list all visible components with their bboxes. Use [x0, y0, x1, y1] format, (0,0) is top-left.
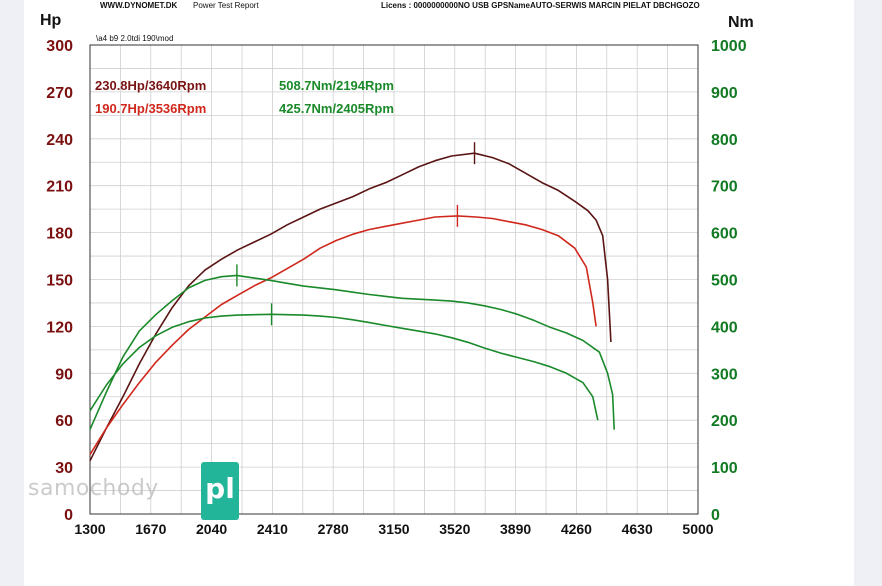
peak-annotation: 425.7Nm/2405Rpm [279, 101, 394, 116]
y-right-tick-label: 800 [711, 132, 738, 149]
x-tick-label: 3150 [378, 521, 409, 537]
watermark-badge-text: pl [205, 471, 235, 505]
y-right-tick-label: 300 [711, 366, 738, 383]
watermark: samochody [28, 476, 159, 502]
y-right-tick-label: 0 [711, 507, 720, 524]
x-tick-label: 1670 [135, 521, 166, 537]
y-left-tick-label: 30 [55, 460, 73, 477]
x-tick-label: 5000 [682, 521, 713, 537]
y-right-tick-label: 700 [711, 179, 738, 196]
power-curve-modified [89, 152, 612, 462]
y-left-tick-label: 240 [46, 132, 73, 149]
y-left-tick-label: 150 [46, 273, 73, 290]
peak-annotation: 230.8Hp/3640Rpm [95, 78, 206, 93]
watermark-text: samochody [28, 476, 159, 501]
watermark-badge: pl [201, 462, 239, 520]
x-tick-label: 4260 [561, 521, 592, 537]
y-left-tick-label: 60 [55, 413, 73, 430]
x-axis-ticks: 1300 1670 2040 2410 2780 3150 3520 3890 4260 4630… [74, 521, 713, 537]
y-left-axis-ticks: 0 30 60 90 120 150 180 210 240 270 300 [46, 38, 73, 524]
y-right-tick-label: 400 [711, 319, 738, 336]
x-tick-label: 3520 [439, 521, 470, 537]
y-left-axis-title: Hp [40, 12, 62, 29]
y-right-tick-label: 1000 [711, 38, 747, 55]
y-right-tick-label: 600 [711, 226, 738, 243]
y-left-tick-label: 300 [46, 38, 73, 55]
power-curve-stock [89, 215, 597, 456]
torque-curve-modified [89, 274, 615, 430]
plot-frame [89, 44, 699, 515]
x-tick-label: 2040 [196, 521, 227, 537]
report-site: WWW.DYNOMET.DK [100, 1, 178, 10]
chart-series [89, 142, 615, 462]
report-title: Power Test Report [193, 1, 259, 10]
x-tick-label: 1300 [74, 521, 105, 537]
report-license: Licens : 0000000000NO USB GPSNameAUTO-SE… [381, 1, 700, 10]
y-left-tick-label: 210 [46, 179, 73, 196]
chart-annotations: 230.8Hp/3640Rpm 190.7Hp/3536Rpm 508.7Nm/21… [95, 78, 394, 116]
y-left-tick-label: 90 [55, 366, 73, 383]
y-right-axis-ticks: 0 100 200 300 400 500 600 700 800 900 1000 [711, 38, 747, 524]
x-tick-label: 4630 [622, 521, 653, 537]
peak-annotation: 190.7Hp/3536Rpm [95, 101, 206, 116]
chart-grid [90, 45, 698, 514]
y-left-tick-label: 180 [46, 226, 73, 243]
y-right-tick-label: 100 [711, 460, 738, 477]
y-right-tick-label: 900 [711, 85, 738, 102]
y-left-tick-label: 270 [46, 85, 73, 102]
y-left-tick-label: 0 [64, 507, 73, 524]
test-file-label: \a4 b9 2.0tdi 190\mod [96, 34, 173, 43]
y-right-tick-label: 200 [711, 413, 738, 430]
report-sheet [24, 0, 854, 586]
torque-curve-stock [89, 313, 599, 421]
y-right-tick-label: 500 [711, 273, 738, 290]
peak-annotation: 508.7Nm/2194Rpm [279, 78, 394, 93]
x-tick-label: 2410 [257, 521, 288, 537]
y-left-tick-label: 120 [46, 319, 73, 336]
x-tick-label: 2780 [318, 521, 349, 537]
y-right-axis-title: Nm [728, 14, 754, 31]
x-tick-label: 3890 [500, 521, 531, 537]
